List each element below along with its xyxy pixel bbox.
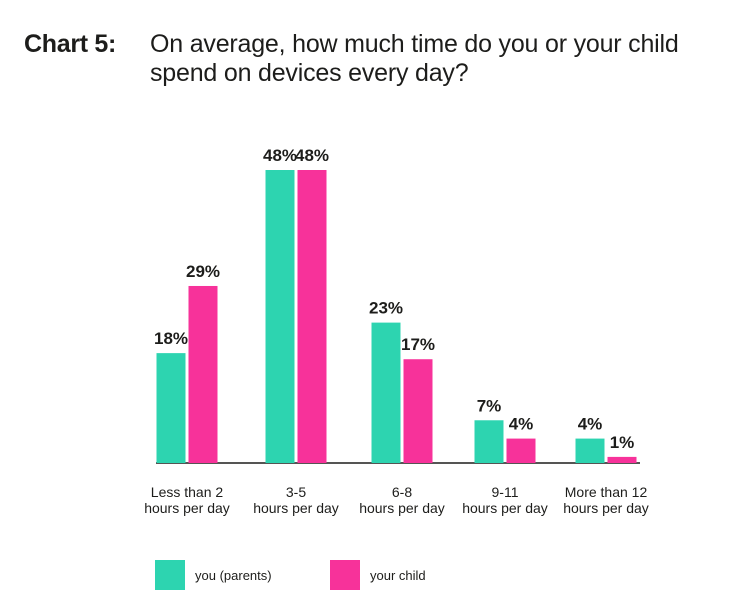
bar-child-4: [607, 456, 637, 463]
category-label-4-line-1: hours per day: [563, 500, 649, 516]
legend-label-child: your child: [370, 567, 426, 583]
legend-swatch-child: [330, 560, 360, 590]
data-label-parents-1: 48%: [263, 146, 297, 165]
category-label-3-line-1: hours per day: [462, 500, 548, 516]
bar-parents-1: [265, 170, 295, 463]
legend-item-parents: you (parents): [155, 560, 272, 590]
legend-swatch-parents: [155, 560, 185, 590]
bar-child-2: [403, 359, 433, 463]
bar-parents-0: [156, 353, 186, 463]
category-label-0-line-0: Less than 2: [151, 484, 224, 500]
bar-child-1: [297, 170, 327, 463]
chart-title: On average, how much time do you or your…: [150, 30, 679, 87]
data-label-parents-2: 23%: [369, 299, 403, 318]
data-label-parents-0: 18%: [154, 329, 188, 348]
data-label-parents-3: 7%: [477, 396, 502, 415]
bar-child-3: [506, 438, 536, 463]
bar-parents-2: [371, 322, 401, 463]
legend-label-parents: you (parents): [195, 567, 272, 583]
data-label-child-4: 1%: [610, 433, 635, 452]
category-label-4-line-0: More than 12: [565, 484, 648, 500]
category-label-0-line-1: hours per day: [144, 500, 230, 516]
legend-item-child: your child: [330, 560, 426, 590]
category-label-3-line-0: 9-11: [492, 484, 519, 500]
bar-parents-4: [575, 438, 605, 463]
data-label-child-3: 4%: [509, 415, 534, 434]
data-label-child-0: 29%: [186, 262, 220, 281]
category-label-1-line-0: 3-5: [286, 484, 306, 500]
bar-parents-3: [474, 420, 504, 463]
chart-number-label: Chart 5:: [24, 30, 117, 58]
data-label-child-1: 48%: [295, 146, 329, 165]
category-label-2-line-1: hours per day: [359, 500, 445, 516]
data-label-parents-4: 4%: [578, 415, 603, 434]
bar-child-0: [188, 285, 218, 463]
category-label-2-line-0: 6-8: [392, 484, 412, 500]
category-label-1-line-1: hours per day: [253, 500, 339, 516]
data-label-child-2: 17%: [401, 335, 435, 354]
